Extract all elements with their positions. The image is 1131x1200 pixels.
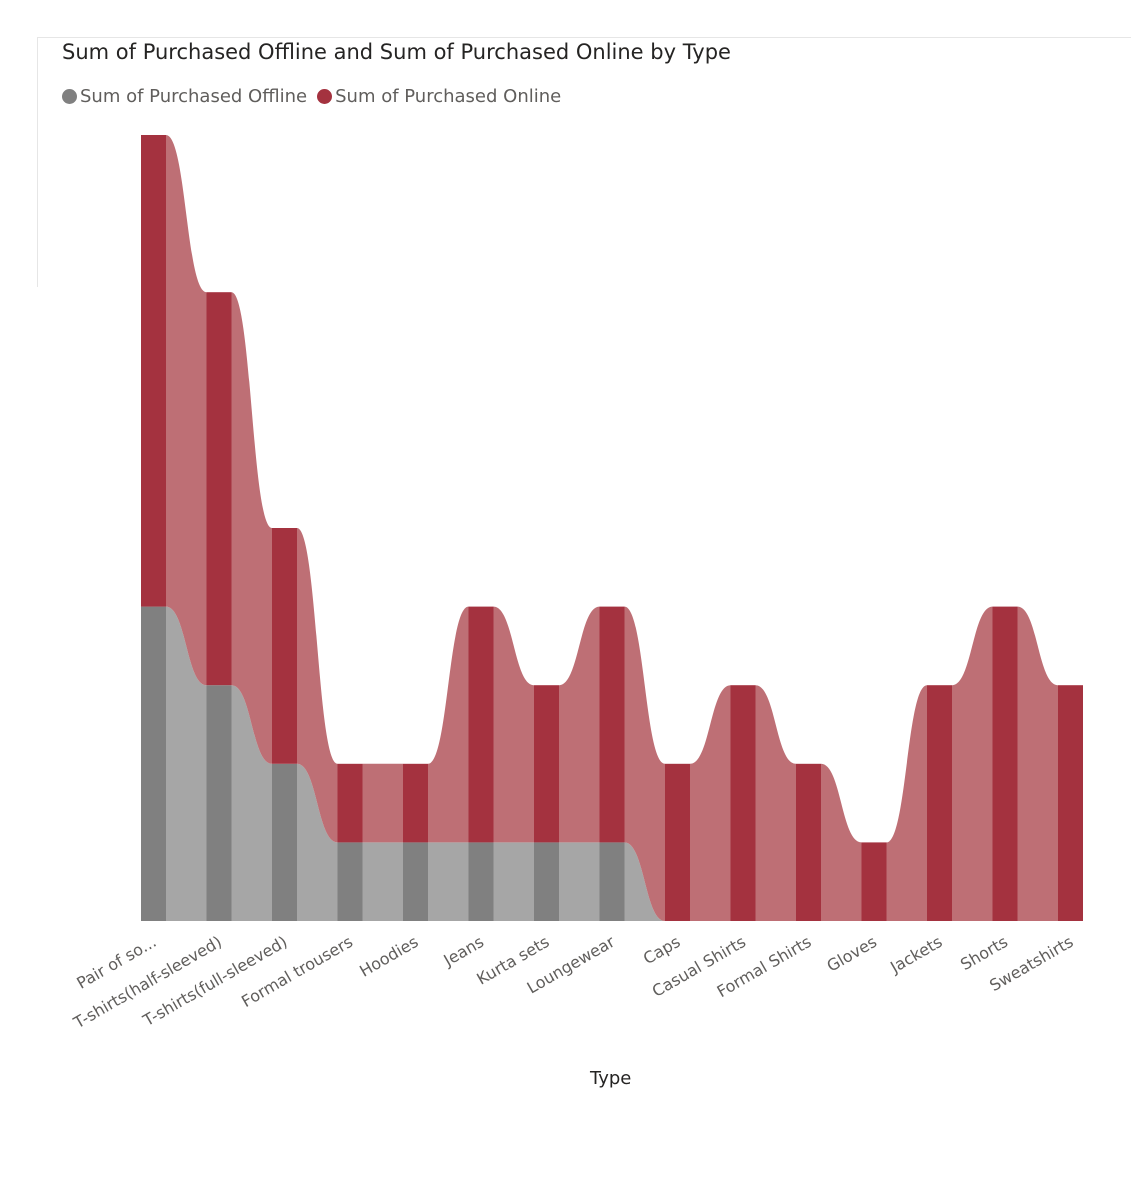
online-ribbon xyxy=(166,135,207,685)
online-ribbon xyxy=(756,685,797,921)
online-ribbon xyxy=(952,607,993,921)
offline-ribbon xyxy=(363,842,404,921)
online-bar xyxy=(862,842,887,921)
x-tick-label: Gloves xyxy=(823,932,880,976)
offline-bar xyxy=(141,607,166,921)
online-bar xyxy=(141,135,166,607)
offline-bar xyxy=(272,764,297,921)
online-bar xyxy=(993,607,1018,921)
online-ribbon xyxy=(1018,607,1059,921)
x-tick-label: Jeans xyxy=(440,932,487,970)
online-ribbon xyxy=(559,607,600,843)
online-bar xyxy=(207,292,232,685)
online-bar xyxy=(600,607,625,843)
offline-ribbon xyxy=(428,842,469,921)
online-bar xyxy=(731,685,756,921)
online-ribbon xyxy=(887,685,928,921)
offline-bar xyxy=(403,842,428,921)
offline-ribbon xyxy=(494,842,535,921)
offline-bar xyxy=(600,842,625,921)
online-bar xyxy=(796,764,821,921)
offline-bar xyxy=(534,842,559,921)
online-bar xyxy=(403,764,428,843)
online-bar xyxy=(1058,685,1083,921)
x-tick-label: Jackets xyxy=(886,932,945,977)
online-bar xyxy=(534,685,559,842)
online-ribbon xyxy=(363,764,404,843)
online-bar xyxy=(272,528,297,764)
x-tick-label: Caps xyxy=(640,932,684,968)
online-ribbon xyxy=(690,685,731,921)
online-bar xyxy=(469,607,494,843)
offline-bar xyxy=(207,685,232,921)
online-bar xyxy=(665,764,690,921)
x-tick-label: Formal trousers xyxy=(238,932,356,1011)
x-tick-label: Hoodies xyxy=(356,932,421,981)
offline-ribbon xyxy=(559,842,600,921)
x-axis-title: Type xyxy=(590,1068,631,1089)
online-ribbon xyxy=(821,764,862,921)
offline-bar xyxy=(469,842,494,921)
online-ribbon xyxy=(428,607,469,843)
x-tick-label: Shorts xyxy=(957,932,1011,974)
offline-bar xyxy=(338,842,363,921)
online-bar xyxy=(927,685,952,921)
online-bar xyxy=(338,764,363,843)
online-ribbon xyxy=(494,607,535,843)
